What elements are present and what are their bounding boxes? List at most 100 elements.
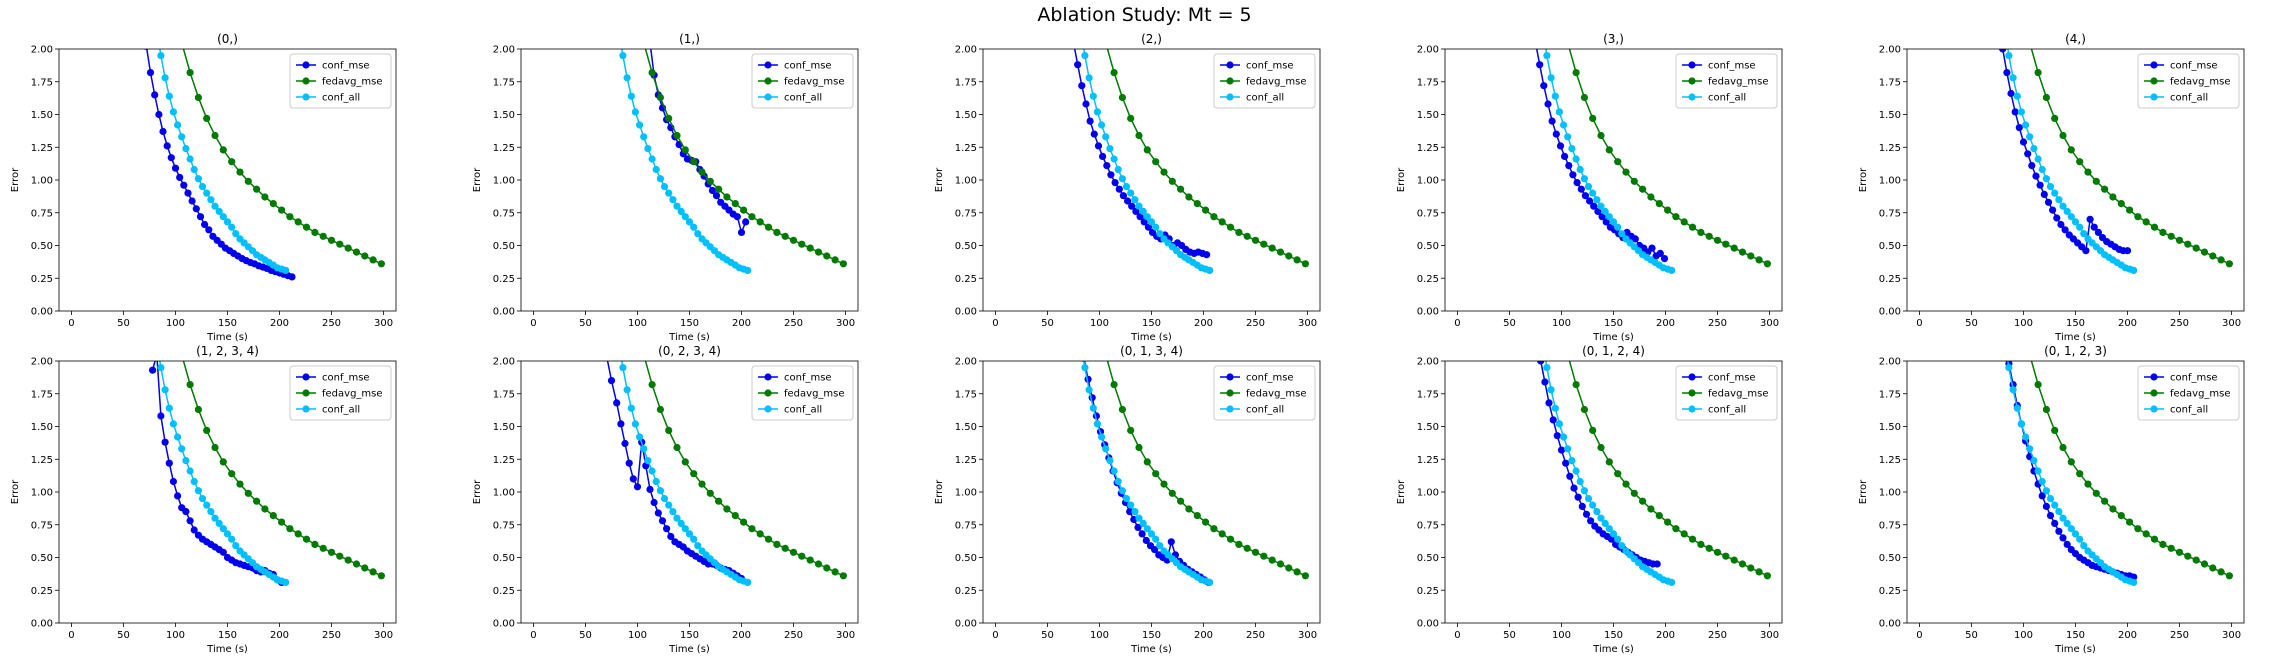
data-point-fedavg_mse <box>1622 168 1630 176</box>
legend-marker-conf_mse <box>1226 61 1234 69</box>
data-point-conf_mse <box>167 154 175 162</box>
subplot-4: 0 50 100 150 200 250 300 0.00 0.25 0.50 0.75 1.00 1.… <box>1858 32 2245 343</box>
data-point-fedavg_mse <box>2117 511 2125 520</box>
data-point-conf_mse <box>1578 502 1586 510</box>
x-tick-label: 300 <box>836 318 855 329</box>
data-point-fedavg_mse <box>2076 470 2084 478</box>
data-point-conf_mse <box>157 412 165 420</box>
subplot-0: 0 50 100 150 200 250 300 0.00 0.25 0.50 0.75 1.00 1.… <box>10 32 397 343</box>
data-point-fedavg_mse <box>369 568 377 576</box>
subplot-title: (1, 2, 3, 4) <box>196 344 259 358</box>
data-point-conf_mse <box>667 532 675 541</box>
data-point-fedavg_mse <box>1086 253 1093 260</box>
y-axis-label: Error <box>1396 167 1407 192</box>
data-point-conf_all <box>223 530 232 538</box>
x-tick-label: 0 <box>68 318 74 329</box>
data-point-fedavg_mse <box>731 511 739 520</box>
data-point-conf_mse <box>2051 519 2059 528</box>
legend-marker-conf_all <box>1688 405 1696 413</box>
x-tick-label: 200 <box>270 318 289 329</box>
data-point-fedavg_mse <box>1143 458 1151 466</box>
data-point-conf_all <box>169 420 177 428</box>
data-point-conf_all <box>1093 108 1101 116</box>
data-point-fedavg_mse <box>748 525 756 533</box>
data-point-fedavg_mse <box>2134 525 2142 533</box>
data-point-fedavg_mse <box>327 548 336 556</box>
x-tick-label: 300 <box>2222 630 2241 641</box>
x-tick-label: 300 <box>1760 630 1779 641</box>
data-point-conf_all <box>2071 218 2080 226</box>
legend-marker-fedavg_mse <box>2150 389 2158 397</box>
y-axis-label: Error <box>1396 479 1407 504</box>
plot-area <box>2005 361 2233 587</box>
data-point-fedavg_mse <box>2059 131 2067 140</box>
x-tick-label: 200 <box>2118 630 2137 641</box>
data-point-conf_mse <box>633 483 642 491</box>
data-point-conf_mse <box>1082 100 1090 108</box>
data-point-conf_mse <box>192 205 200 213</box>
data-point-fedavg_mse <box>1168 489 1176 497</box>
y-tick-label: 0.00 <box>955 619 977 630</box>
data-point-fedavg_mse <box>1243 232 1251 240</box>
data-point-fedavg_mse <box>361 564 369 572</box>
x-tick-label: 200 <box>1656 318 1675 329</box>
data-point-fedavg_mse <box>1226 535 1235 543</box>
data-point-fedavg_mse <box>1285 564 1293 572</box>
data-point-fedavg_mse <box>2167 544 2175 552</box>
data-point-conf_all <box>2009 74 2017 82</box>
data-point-fedavg_mse <box>2225 260 2233 268</box>
data-point-fedavg_mse <box>831 568 839 576</box>
data-point-conf_mse <box>742 218 750 226</box>
y-tick-label: 0.50 <box>1417 553 1439 564</box>
data-point-conf_mse <box>2015 124 2023 132</box>
data-point-conf_mse <box>190 526 198 534</box>
legend-label-conf_all: conf_all <box>322 405 360 416</box>
data-point-fedavg_mse <box>286 525 294 533</box>
data-point-conf_all <box>1110 467 1118 475</box>
legend-label-conf_mse: conf_mse <box>322 61 370 72</box>
x-tick-label: 150 <box>1142 630 1161 641</box>
data-point-conf_mse <box>2057 220 2065 229</box>
data-point-conf_all <box>1614 223 1622 231</box>
legend-box <box>751 53 854 109</box>
data-point-conf_all <box>2063 519 2071 528</box>
data-point-conf_all <box>1601 207 1609 215</box>
data-point-conf_mse <box>1544 100 1552 108</box>
data-point-fedavg_mse <box>1572 381 1580 389</box>
data-point-conf_all <box>1089 92 1097 100</box>
data-point-fedavg_mse <box>731 200 739 208</box>
axes-frame <box>1906 48 2245 312</box>
data-point-fedavg_mse <box>2059 443 2067 452</box>
series-line-fedavg_mse <box>182 49 382 265</box>
data-point-conf_all <box>660 183 669 191</box>
axes-frame <box>1444 48 1783 312</box>
data-point-conf_all <box>1539 338 1546 345</box>
data-point-conf_mse <box>2042 502 2050 510</box>
data-point-fedavg_mse <box>656 405 665 414</box>
data-point-conf_all <box>1547 74 1555 82</box>
data-point-conf_all <box>2005 364 2013 372</box>
data-point-conf_mse <box>188 197 196 205</box>
data-point-fedavg_mse <box>2034 381 2042 389</box>
subplot-2: 0 50 100 150 200 250 300 0.00 0.25 0.50 0.75 1.00 1.… <box>934 32 1321 343</box>
data-point-fedavg_mse <box>236 480 244 488</box>
data-point-conf_all <box>1093 420 1101 428</box>
data-point-conf_all <box>1114 165 1122 174</box>
data-point-fedavg_mse <box>781 544 789 552</box>
data-point-conf_mse <box>613 399 621 407</box>
y-tick-label: 0.00 <box>1417 307 1439 318</box>
data-point-fedavg_mse <box>1251 548 1260 556</box>
data-point-conf_all <box>1543 52 1551 60</box>
data-point-conf_all <box>157 52 165 60</box>
data-point-fedavg_mse <box>1647 193 1655 201</box>
legend-marker-conf_all <box>2150 405 2158 413</box>
data-point-conf_mse <box>1144 223 1152 231</box>
data-point-fedavg_mse <box>1177 185 1185 193</box>
data-point-fedavg_mse <box>1160 480 1168 488</box>
data-point-fedavg_mse <box>1730 556 1738 564</box>
data-point-fedavg_mse <box>1639 185 1647 193</box>
legend-marker-fedavg_mse <box>302 77 310 85</box>
y-tick-label: 0.00 <box>493 619 515 630</box>
legend-marker-conf_mse <box>2150 61 2158 69</box>
data-point-conf_mse <box>171 164 180 172</box>
